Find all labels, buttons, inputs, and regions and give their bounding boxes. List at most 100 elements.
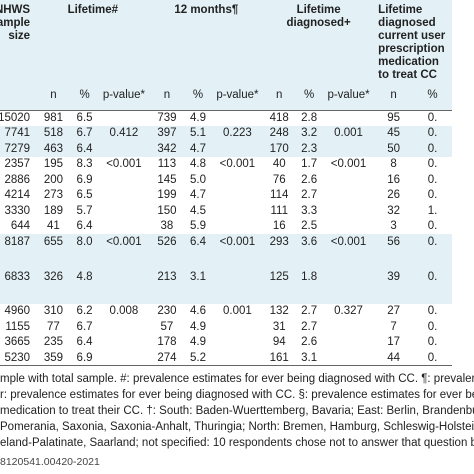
table-cell: 6833 [4,270,31,283]
table-cell: 235 [43,336,64,349]
table-cell: 56 [387,235,401,248]
table-cell: 3.2 [301,127,318,140]
table-cell: 113 [157,158,177,171]
table-cell: 0. [427,351,438,364]
table-cell [212,172,263,188]
table-cell [323,350,374,366]
table-cell: 5.1 [190,127,207,140]
table-cell [98,250,149,304]
table-cell: 273 [43,189,64,202]
table-cell [98,141,149,157]
subheader-cell: % [304,89,315,102]
table-cell: 7 [390,320,397,333]
table-cell: 15020 [0,112,31,124]
column-header: Lifetime# [67,4,119,16]
table-cell: 4.5 [190,204,207,217]
table-cell: 2.3 [301,142,318,155]
table-cell: 6.4 [76,142,93,155]
table-cell: 32 [387,204,401,217]
table-cell: 8.0 [76,235,93,248]
table-cell: 248 [269,127,289,140]
subheader-cell: p-value* [102,89,146,102]
footnotes: mple with total sample. #: prevalence es… [0,371,474,451]
table-cell: 4214 [4,189,31,202]
table-cell: <0.001 [330,235,367,248]
table-cell: 5.2 [190,351,207,364]
doi: 8120541.00420-2021 [0,456,100,468]
table-cell: 132 [269,305,289,318]
table-cell: 1.8 [301,270,318,283]
table-cell: <0.001 [219,235,256,248]
subheader-cell: n [390,89,397,102]
table-row: 15020 981 6.5 739 4.9 418 2.8 95 0. [0,110,452,126]
table-row: 7741 518 6.7 0.412 397 5.1 0.223 248 3.2 0.001 45 0… [0,125,452,141]
table-row: 4214 273 6.5 199 4.7 114 2.7 26 0. [0,188,452,204]
table-cell: 1155 [5,320,31,333]
table-cell [212,250,263,304]
table-cell: 6.9 [76,351,93,364]
table-cell: 145 [157,173,177,186]
column-header: NHWS sample size [0,4,31,42]
table-cell: 463 [43,142,64,155]
table-cell: 326 [43,270,64,283]
table-cell: 0.412 [109,127,139,140]
table-cell: 161 [269,351,289,364]
subheader-cell [0,82,36,110]
table-cell: 2.7 [301,305,318,318]
table-cell: 114 [270,189,289,202]
subheader-cell: n [276,89,283,102]
table-cell: 57 [160,320,174,333]
table-cell: 0. [427,127,438,140]
footnote-line: Pomerania, Saxonia, Saxonia-Anhalt, Thur… [0,421,474,433]
table-cell: 6.7 [76,127,93,140]
table-cell: 195 [43,158,64,171]
table-row: 7279 463 6.4 342 4.7 170 2.3 50 0. [0,141,452,157]
table-cell: <0.001 [106,235,142,248]
table-cell: 0.001 [223,305,252,318]
table-cell: 0. [427,158,438,171]
table-cell: 6.9 [76,173,93,186]
table-cell: 3 [390,220,397,233]
table-cell: 77 [47,320,60,333]
table-cell: 16 [272,220,286,233]
table-cell: 293 [269,235,289,248]
table-cell: 199 [157,189,177,202]
table-cell: 6.2 [76,305,93,318]
table-cell: 518 [43,127,64,140]
table-cell: 0.008 [109,305,139,318]
table-cell [98,188,149,204]
table-cell: <0.001 [330,158,367,171]
footnote-line: r: prevalence estimates for ever being d… [0,389,474,401]
table-cell: 40 [272,158,286,171]
table-cell: 8.3 [76,158,93,171]
table-row: 3665 235 6.4 178 4.9 94 2.6 17 0. [0,335,452,351]
table-cell: 397 [157,127,177,140]
table-row: 5230 359 6.9 274 5.2 161 3.1 44 0. [0,350,452,366]
table-cell [98,350,149,366]
table-cell: 1.7 [301,158,318,171]
table-cell: 0.223 [223,127,252,140]
table-cell: 526 [157,235,177,248]
table-cell: 94 [272,336,286,349]
subheader-row: n% p-value* n% p-value* n% p-value* n% [0,82,452,110]
table-cell: 213 [157,270,177,283]
table-cell: 38 [160,220,174,233]
table-cell: 4.7 [190,189,207,202]
table-cell [212,350,263,366]
table-cell: 76 [272,173,286,186]
table-cell: 200 [43,173,64,186]
table-row: 644 41 6.4 38 5.9 16 2.5 3 0. [0,219,452,235]
table-cell [323,188,374,204]
table-cell: 4.8 [190,158,207,171]
subheader-cell: p-value* [327,89,370,102]
table-cell: 0. [427,336,438,349]
table-cell: 7279 [4,142,31,155]
table-cell: 45 [387,127,401,140]
table-row: 2886 200 6.9 145 5.0 76 2.6 16 0. [0,172,452,188]
subheader-cell: n [163,89,171,102]
subheader-cell: % [427,89,438,102]
table-cell: <0.001 [106,158,142,171]
table-cell: 4.9 [190,336,207,349]
column-header: 12 months¶ [174,4,239,16]
table-cell: 0. [427,173,438,186]
